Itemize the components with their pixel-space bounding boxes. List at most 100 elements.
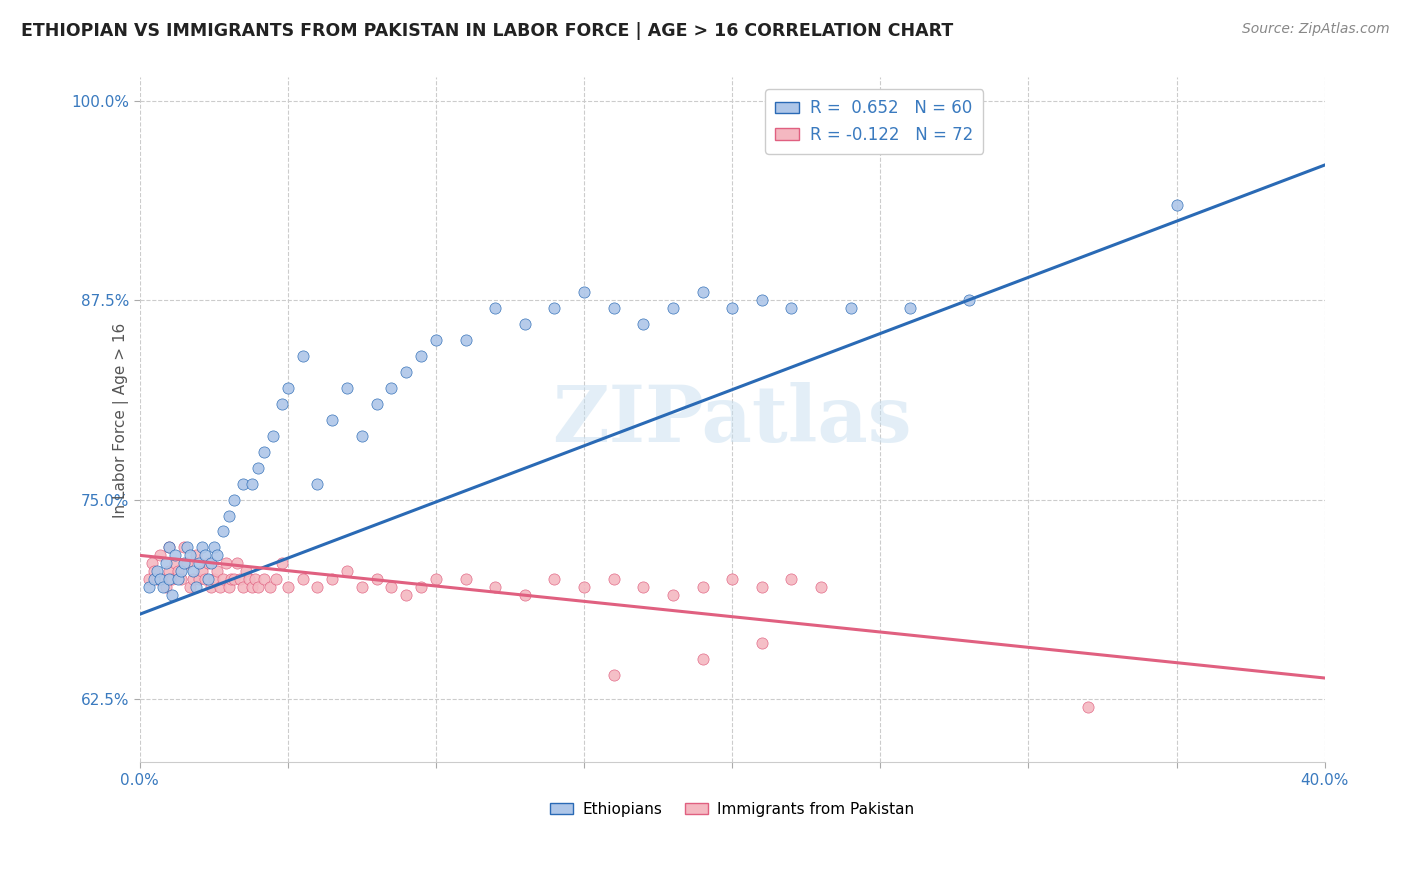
Point bbox=[721, 572, 744, 586]
Point bbox=[197, 572, 219, 586]
Point bbox=[149, 572, 172, 586]
Point bbox=[247, 580, 270, 594]
Point bbox=[200, 557, 222, 571]
Point bbox=[692, 285, 714, 300]
Point bbox=[187, 557, 209, 571]
Point bbox=[157, 572, 180, 586]
Point bbox=[513, 588, 536, 602]
Point bbox=[165, 557, 187, 571]
Point bbox=[662, 301, 685, 316]
Point bbox=[211, 572, 233, 586]
Point bbox=[194, 572, 217, 586]
Point bbox=[957, 293, 980, 308]
Point bbox=[602, 572, 624, 586]
Point bbox=[181, 572, 204, 586]
Point bbox=[572, 285, 595, 300]
Point bbox=[155, 557, 177, 571]
Point bbox=[751, 580, 773, 594]
Point bbox=[602, 301, 624, 316]
Point bbox=[211, 524, 233, 539]
Point bbox=[321, 413, 343, 427]
Point bbox=[165, 549, 187, 563]
Text: Source: ZipAtlas.com: Source: ZipAtlas.com bbox=[1241, 22, 1389, 37]
Point bbox=[277, 580, 299, 594]
Point bbox=[152, 572, 174, 586]
Point bbox=[162, 572, 184, 586]
Point bbox=[138, 580, 160, 594]
Point bbox=[205, 549, 228, 563]
Point bbox=[157, 541, 180, 555]
Point bbox=[395, 588, 418, 602]
Point bbox=[307, 580, 329, 594]
Legend: Ethiopians, Immigrants from Pakistan: Ethiopians, Immigrants from Pakistan bbox=[544, 796, 921, 823]
Point bbox=[229, 572, 252, 586]
Point bbox=[191, 564, 214, 578]
Point bbox=[194, 549, 217, 563]
Point bbox=[157, 541, 180, 555]
Point bbox=[484, 580, 506, 594]
Point bbox=[662, 588, 685, 602]
Point bbox=[395, 365, 418, 379]
Point bbox=[240, 476, 263, 491]
Point bbox=[409, 580, 432, 594]
Point bbox=[214, 557, 236, 571]
Point bbox=[366, 397, 388, 411]
Point bbox=[143, 572, 166, 586]
Point bbox=[176, 557, 198, 571]
Point bbox=[543, 572, 565, 586]
Point bbox=[291, 349, 314, 363]
Point bbox=[235, 564, 257, 578]
Point bbox=[380, 580, 402, 594]
Point bbox=[1077, 699, 1099, 714]
Point bbox=[307, 476, 329, 491]
Point bbox=[321, 572, 343, 586]
Point bbox=[336, 381, 359, 395]
Point bbox=[692, 652, 714, 666]
Point bbox=[176, 541, 198, 555]
Point bbox=[780, 301, 803, 316]
Point bbox=[202, 572, 225, 586]
Point bbox=[898, 301, 921, 316]
Point bbox=[179, 549, 201, 563]
Point bbox=[181, 564, 204, 578]
Point bbox=[218, 580, 240, 594]
Point bbox=[751, 636, 773, 650]
Point bbox=[167, 572, 190, 586]
Point bbox=[232, 580, 254, 594]
Point bbox=[366, 572, 388, 586]
Point bbox=[218, 508, 240, 523]
Point bbox=[170, 572, 193, 586]
Point bbox=[179, 580, 201, 594]
Point bbox=[149, 549, 172, 563]
Point bbox=[270, 397, 292, 411]
Point bbox=[1166, 198, 1188, 212]
Point bbox=[205, 564, 228, 578]
Point bbox=[751, 293, 773, 308]
Point bbox=[780, 572, 803, 586]
Point bbox=[146, 572, 169, 586]
Point bbox=[380, 381, 402, 395]
Point bbox=[259, 580, 281, 594]
Point bbox=[197, 557, 219, 571]
Point bbox=[138, 572, 160, 586]
Point bbox=[173, 541, 195, 555]
Point bbox=[513, 318, 536, 332]
Point bbox=[839, 301, 862, 316]
Point bbox=[425, 333, 447, 347]
Point bbox=[350, 580, 373, 594]
Point bbox=[336, 564, 359, 578]
Point bbox=[232, 476, 254, 491]
Point bbox=[253, 444, 276, 458]
Point bbox=[633, 318, 655, 332]
Point bbox=[277, 381, 299, 395]
Point bbox=[264, 572, 287, 586]
Point bbox=[484, 301, 506, 316]
Point bbox=[202, 541, 225, 555]
Point bbox=[721, 301, 744, 316]
Point bbox=[157, 564, 180, 578]
Point bbox=[543, 301, 565, 316]
Point bbox=[162, 588, 184, 602]
Point bbox=[247, 460, 270, 475]
Point bbox=[170, 564, 193, 578]
Y-axis label: In Labor Force | Age > 16: In Labor Force | Age > 16 bbox=[112, 322, 128, 517]
